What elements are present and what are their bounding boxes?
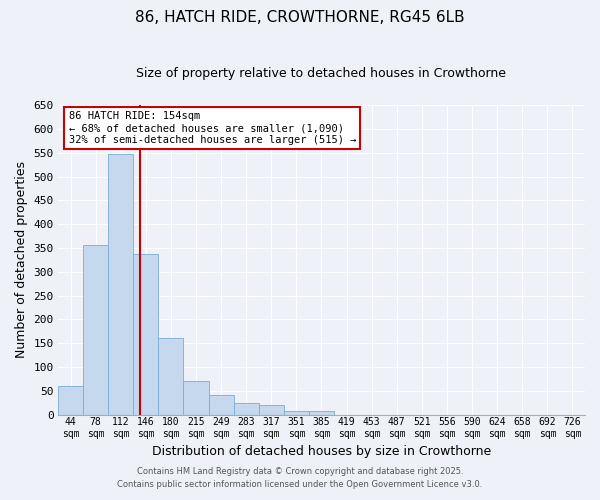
X-axis label: Distribution of detached houses by size in Crowthorne: Distribution of detached houses by size … xyxy=(152,444,491,458)
Bar xyxy=(108,154,133,414)
Y-axis label: Number of detached properties: Number of detached properties xyxy=(15,162,28,358)
Bar xyxy=(259,405,284,414)
Bar xyxy=(284,411,309,414)
Text: Contains HM Land Registry data © Crown copyright and database right 2025.
Contai: Contains HM Land Registry data © Crown c… xyxy=(118,468,482,489)
Bar xyxy=(133,254,158,414)
Bar xyxy=(309,411,334,414)
Bar xyxy=(58,386,83,414)
Bar xyxy=(209,394,233,414)
Bar xyxy=(184,382,209,414)
Title: Size of property relative to detached houses in Crowthorne: Size of property relative to detached ho… xyxy=(136,68,506,80)
Text: 86, HATCH RIDE, CROWTHORNE, RG45 6LB: 86, HATCH RIDE, CROWTHORNE, RG45 6LB xyxy=(135,10,465,25)
Bar xyxy=(233,402,259,414)
Bar xyxy=(83,244,108,414)
Text: 86 HATCH RIDE: 154sqm
← 68% of detached houses are smaller (1,090)
32% of semi-d: 86 HATCH RIDE: 154sqm ← 68% of detached … xyxy=(68,112,356,144)
Bar xyxy=(158,338,184,414)
